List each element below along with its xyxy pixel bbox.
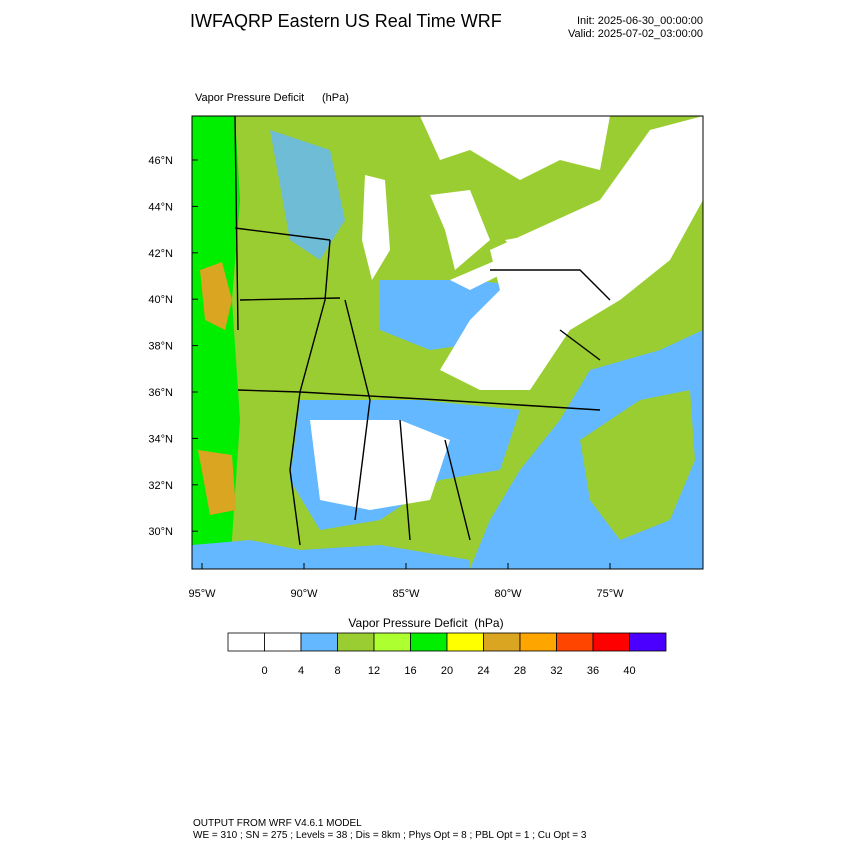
colorbar-label: 20 — [441, 665, 453, 677]
colorbar-box — [264, 632, 302, 652]
field-name: Vapor Pressure Deficit — [195, 92, 304, 104]
lake-ontario — [505, 230, 570, 255]
colorbar-label: 4 — [298, 665, 304, 677]
lat-label: 44°N — [148, 201, 173, 213]
lon-label: 85°W — [392, 588, 420, 600]
colorbar-box — [556, 632, 594, 652]
colorbar-label: 12 — [368, 665, 380, 677]
colorbar-label: 8 — [334, 665, 340, 677]
colorbar: 0 4 8 12 16 20 24 28 32 36 40 — [227, 632, 667, 677]
colorbar-label: 40 — [623, 665, 635, 677]
colorbar-box — [337, 632, 375, 652]
colorbar-box — [446, 632, 484, 652]
lon-label: 90°W — [290, 588, 318, 600]
colorbar-box — [592, 632, 630, 652]
title: IWFAQRP Eastern US Real Time WRF — [190, 11, 502, 31]
lat-label: 36°N — [148, 387, 173, 399]
dry-free-region — [440, 116, 703, 390]
colorbar-box — [227, 632, 265, 652]
lon-label: 75°W — [596, 588, 624, 600]
colorbar-box — [410, 632, 448, 652]
colorbar-label: 32 — [550, 665, 562, 677]
colorbar-label: 24 — [477, 665, 489, 677]
colorbar-label: 28 — [514, 665, 526, 677]
colorbar-label: 36 — [587, 665, 599, 677]
footer-line: WE = 310 ; SN = 275 ; Levels = 38 ; Dis … — [193, 830, 587, 841]
field-units: (hPa) — [322, 92, 349, 104]
colorbar-box — [629, 632, 667, 652]
axis-labels: 46°N 44°N 42°N 40°N 38°N 36°N 34°N 32°N 30°N 95°W… — [148, 155, 624, 600]
colorbar-title: Vapor Pressure Deficit (hPa) — [348, 616, 503, 630]
dry-free-region — [310, 420, 450, 510]
lake-huron — [430, 190, 490, 270]
lat-label: 34°N — [148, 433, 173, 445]
colorbar-label: 0 — [261, 665, 267, 677]
lat-label: 32°N — [148, 480, 173, 492]
valid-time: Valid: 2025-07-02_03:00:00 — [568, 28, 703, 40]
colorbar-box — [483, 632, 521, 652]
map — [191, 115, 704, 570]
warm-region — [198, 450, 236, 515]
warm-region — [200, 262, 232, 330]
state-borders — [234, 116, 611, 546]
lat-label: 42°N — [148, 248, 173, 260]
colorbar-box — [300, 632, 338, 652]
lat-label: 38°N — [148, 341, 173, 353]
moist-region — [270, 130, 345, 260]
lat-label: 40°N — [148, 294, 173, 306]
gulf — [192, 540, 470, 569]
lon-label: 80°W — [494, 588, 522, 600]
lake-superior — [320, 116, 610, 180]
map-frame — [191, 115, 704, 570]
lake-michigan — [362, 175, 390, 280]
ocean-region — [580, 390, 695, 540]
colorbar-label: 16 — [404, 665, 416, 677]
colorbar-box — [519, 632, 557, 652]
init-time: Init: 2025-06-30_00:00:00 — [577, 15, 703, 27]
colorbar-box — [373, 632, 411, 652]
lat-label: 46°N — [148, 155, 173, 167]
footer-line: OUTPUT FROM WRF V4.6.1 MODEL — [193, 818, 362, 829]
lon-label: 95°W — [188, 588, 216, 600]
lat-label: 30°N — [148, 526, 173, 538]
